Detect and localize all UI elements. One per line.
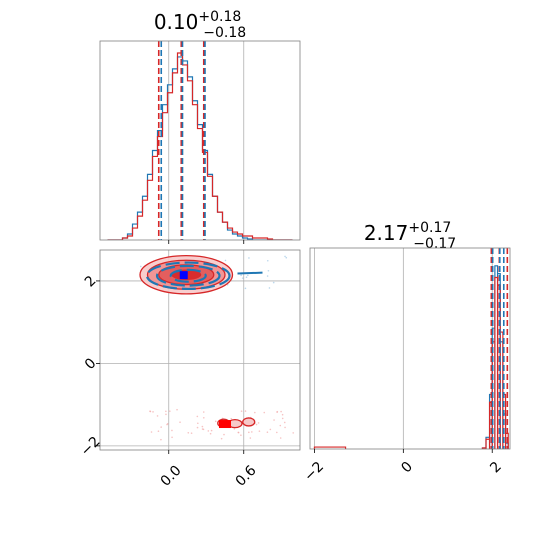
hist-series-red (313, 276, 509, 449)
contour-param1-param2: 0.0 0.6−202 (78, 249, 301, 490)
scatter-point-red (202, 416, 205, 419)
scatter-point-red (169, 410, 171, 412)
scatter-point-red (263, 411, 266, 414)
scatter-point-red (171, 436, 173, 439)
scatter-point-blue (248, 257, 250, 259)
scatter-point-red (150, 431, 153, 433)
scatter-point-red (166, 423, 168, 426)
scatter-point-red (283, 421, 286, 424)
scatter-point-blue (266, 275, 269, 277)
scatter-point-red (281, 413, 284, 416)
scatter-point-red (196, 426, 199, 429)
scatter-point-red (249, 437, 252, 439)
scatter-point-red (201, 428, 204, 430)
scatter-point-blue (245, 276, 248, 279)
scatter-point-red (255, 423, 258, 426)
scatter-point-red (280, 410, 282, 413)
contour-line-blue (169, 268, 207, 283)
scatter-point-blue (268, 287, 271, 289)
scatter-point-blue (272, 281, 275, 284)
scatter-point-blue (224, 259, 227, 262)
scatter-point-red (284, 426, 286, 429)
scatter-point-red (187, 432, 190, 434)
histogram-param1 (99, 40, 301, 244)
scatter-point-red (248, 431, 250, 434)
scatter-point-red (156, 415, 159, 417)
scatter-point-red (257, 422, 260, 424)
scatter-point-red (233, 428, 236, 430)
x-tick-label: 0.0 (158, 463, 185, 490)
scatter-point-red (202, 411, 205, 413)
scatter-point-red (160, 438, 162, 441)
contour-island-red (242, 417, 256, 427)
scatter-point-blue (241, 277, 244, 279)
scatter-point-red (190, 432, 193, 434)
scatter-point-red (157, 430, 160, 433)
scatter-point-red (254, 411, 256, 414)
hist-series-red (107, 52, 293, 240)
scatter-point-red (210, 429, 213, 432)
scatter-point-red (176, 408, 178, 411)
scatter-point-blue (244, 287, 247, 290)
axes-frame (309, 247, 511, 450)
hist-series-blue (107, 56, 293, 240)
title-param2: 2.17+0.17 −0.17 (364, 220, 456, 252)
scatter-point-red (240, 434, 242, 437)
scatter-point-red (292, 432, 295, 434)
scatter-point-blue (266, 259, 269, 262)
y-tick-label: 2 (82, 273, 100, 291)
scatter-point-red (266, 431, 269, 434)
y-tick-label: 0 (82, 355, 100, 373)
scatter-point-red (279, 437, 282, 439)
scatter-point-red (276, 431, 278, 434)
scatter-point-red (244, 410, 247, 412)
histogram-param2: −2 0 2 (301, 247, 511, 485)
scatter-point-blue (267, 269, 270, 272)
scatter-point-red (207, 430, 210, 432)
scatter-point-red (196, 415, 199, 418)
title-param1: 0.10+0.18 −0.18 (154, 9, 246, 41)
scatter-point-red (179, 421, 181, 424)
marker-red (219, 420, 231, 429)
scatter-point-blue (284, 255, 286, 258)
contour-line-blue (237, 271, 263, 275)
axes-frame (99, 249, 301, 451)
scatter-point-red (171, 429, 173, 432)
scatter-point-red (160, 426, 162, 428)
scatter-point-blue (140, 265, 142, 268)
contour-line-blue (155, 264, 221, 287)
scatter-point-red (258, 430, 261, 432)
scatter-point-red (209, 432, 212, 435)
scatter-point-red (201, 425, 204, 428)
scatter-point-red (149, 410, 152, 413)
scatter-point-red (273, 419, 275, 421)
marker-blue (179, 271, 188, 280)
scatter-point-red (223, 433, 225, 436)
contour-line-blue (145, 261, 231, 291)
scatter-point-red (251, 431, 253, 433)
x-tick-label: 2 (487, 459, 505, 477)
scatter-point-red (281, 417, 284, 420)
scatter-point-red (279, 424, 282, 427)
scatter-point-red (237, 431, 240, 434)
scatter-point-red (197, 422, 199, 425)
scatter-point-blue (285, 256, 288, 259)
scatter-point-red (165, 410, 167, 413)
scatter-point-red (240, 410, 243, 412)
scatter-point-red (152, 411, 154, 413)
contour-line-red (139, 254, 234, 295)
x-tick-label: 0 (398, 459, 416, 477)
scatter-point-red (276, 410, 279, 413)
scatter-point-red (214, 420, 217, 423)
scatter-point-red (220, 437, 223, 440)
x-tick-label: −2 (301, 459, 327, 485)
scatter-point-blue (240, 274, 242, 277)
scatter-point-red (269, 428, 272, 431)
axes-frame (99, 40, 301, 241)
scatter-point-red (230, 417, 233, 420)
scatter-point-blue (247, 274, 249, 277)
x-tick-label: 0.6 (233, 463, 260, 490)
scatter-point-red (165, 413, 167, 416)
